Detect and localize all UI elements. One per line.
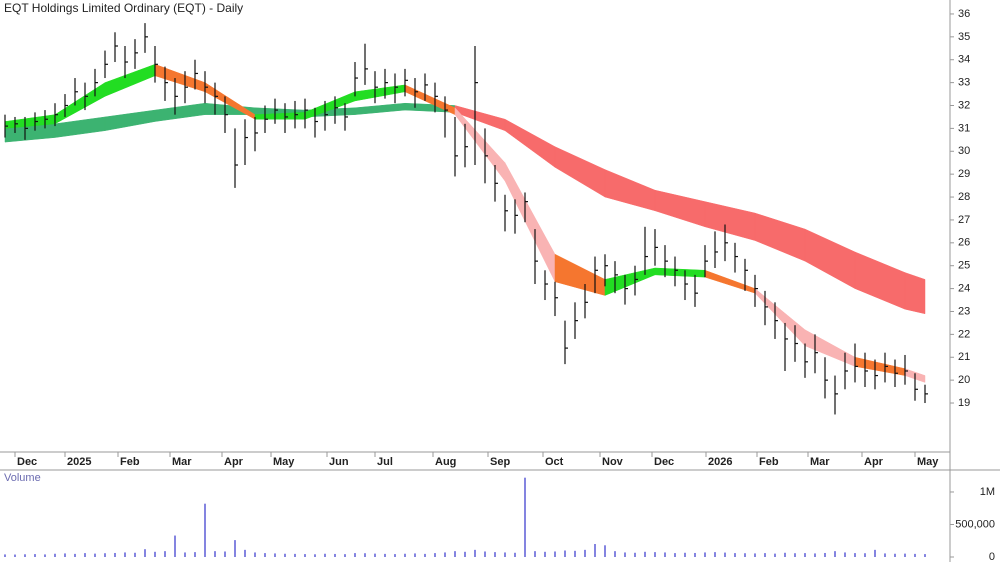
y-tick-label: 36 [958,8,970,20]
x-tick-label: May [273,456,295,468]
x-tick-label: Apr [224,456,244,468]
y-tick-label: 20 [958,374,970,386]
x-tick-label: Feb [120,456,140,468]
x-tick-label: Aug [435,456,456,468]
volume-tick-label: 0 [989,551,995,562]
y-tick-label: 26 [958,237,970,249]
y-tick-label: 28 [958,191,970,203]
volume-tick-label: 500,000 [955,518,995,530]
y-tick-label: 33 [958,77,970,89]
y-tick-label: 35 [958,31,970,43]
volume-title: Volume [4,472,41,484]
y-tick-label: 30 [958,145,970,157]
x-tick-label: Mar [810,456,830,468]
y-tick-label: 22 [958,328,970,340]
y-tick-label: 23 [958,305,970,317]
x-tick-label: Jun [329,456,349,468]
x-tick-label: May [917,456,939,468]
x-tick-label: 2025 [67,456,91,468]
x-tick-label: Oct [545,456,564,468]
y-tick-label: 25 [958,260,970,272]
y-tick-label: 31 [958,122,970,134]
x-tick-label: Sep [490,456,510,468]
y-tick-label: 32 [958,99,970,111]
volume-tick-label: 1M [980,486,995,498]
x-tick-label: 2026 [708,456,732,468]
chart-title: EQT Holdings Limited Ordinary (EQT) - Da… [4,1,243,15]
y-tick-label: 21 [958,351,970,363]
x-tick-label: Feb [759,456,779,468]
x-tick-label: Mar [172,456,192,468]
x-tick-label: Nov [602,456,624,468]
x-tick-label: Jul [377,456,393,468]
x-tick-label: Apr [864,456,884,468]
x-tick-label: Dec [654,456,674,468]
y-tick-label: 19 [958,397,970,409]
x-tick-label: Dec [17,456,37,468]
y-tick-label: 29 [958,168,970,180]
ma-ribbon [904,272,926,315]
y-tick-label: 27 [958,214,970,226]
y-tick-label: 24 [958,282,970,294]
y-tick-label: 34 [958,54,970,66]
